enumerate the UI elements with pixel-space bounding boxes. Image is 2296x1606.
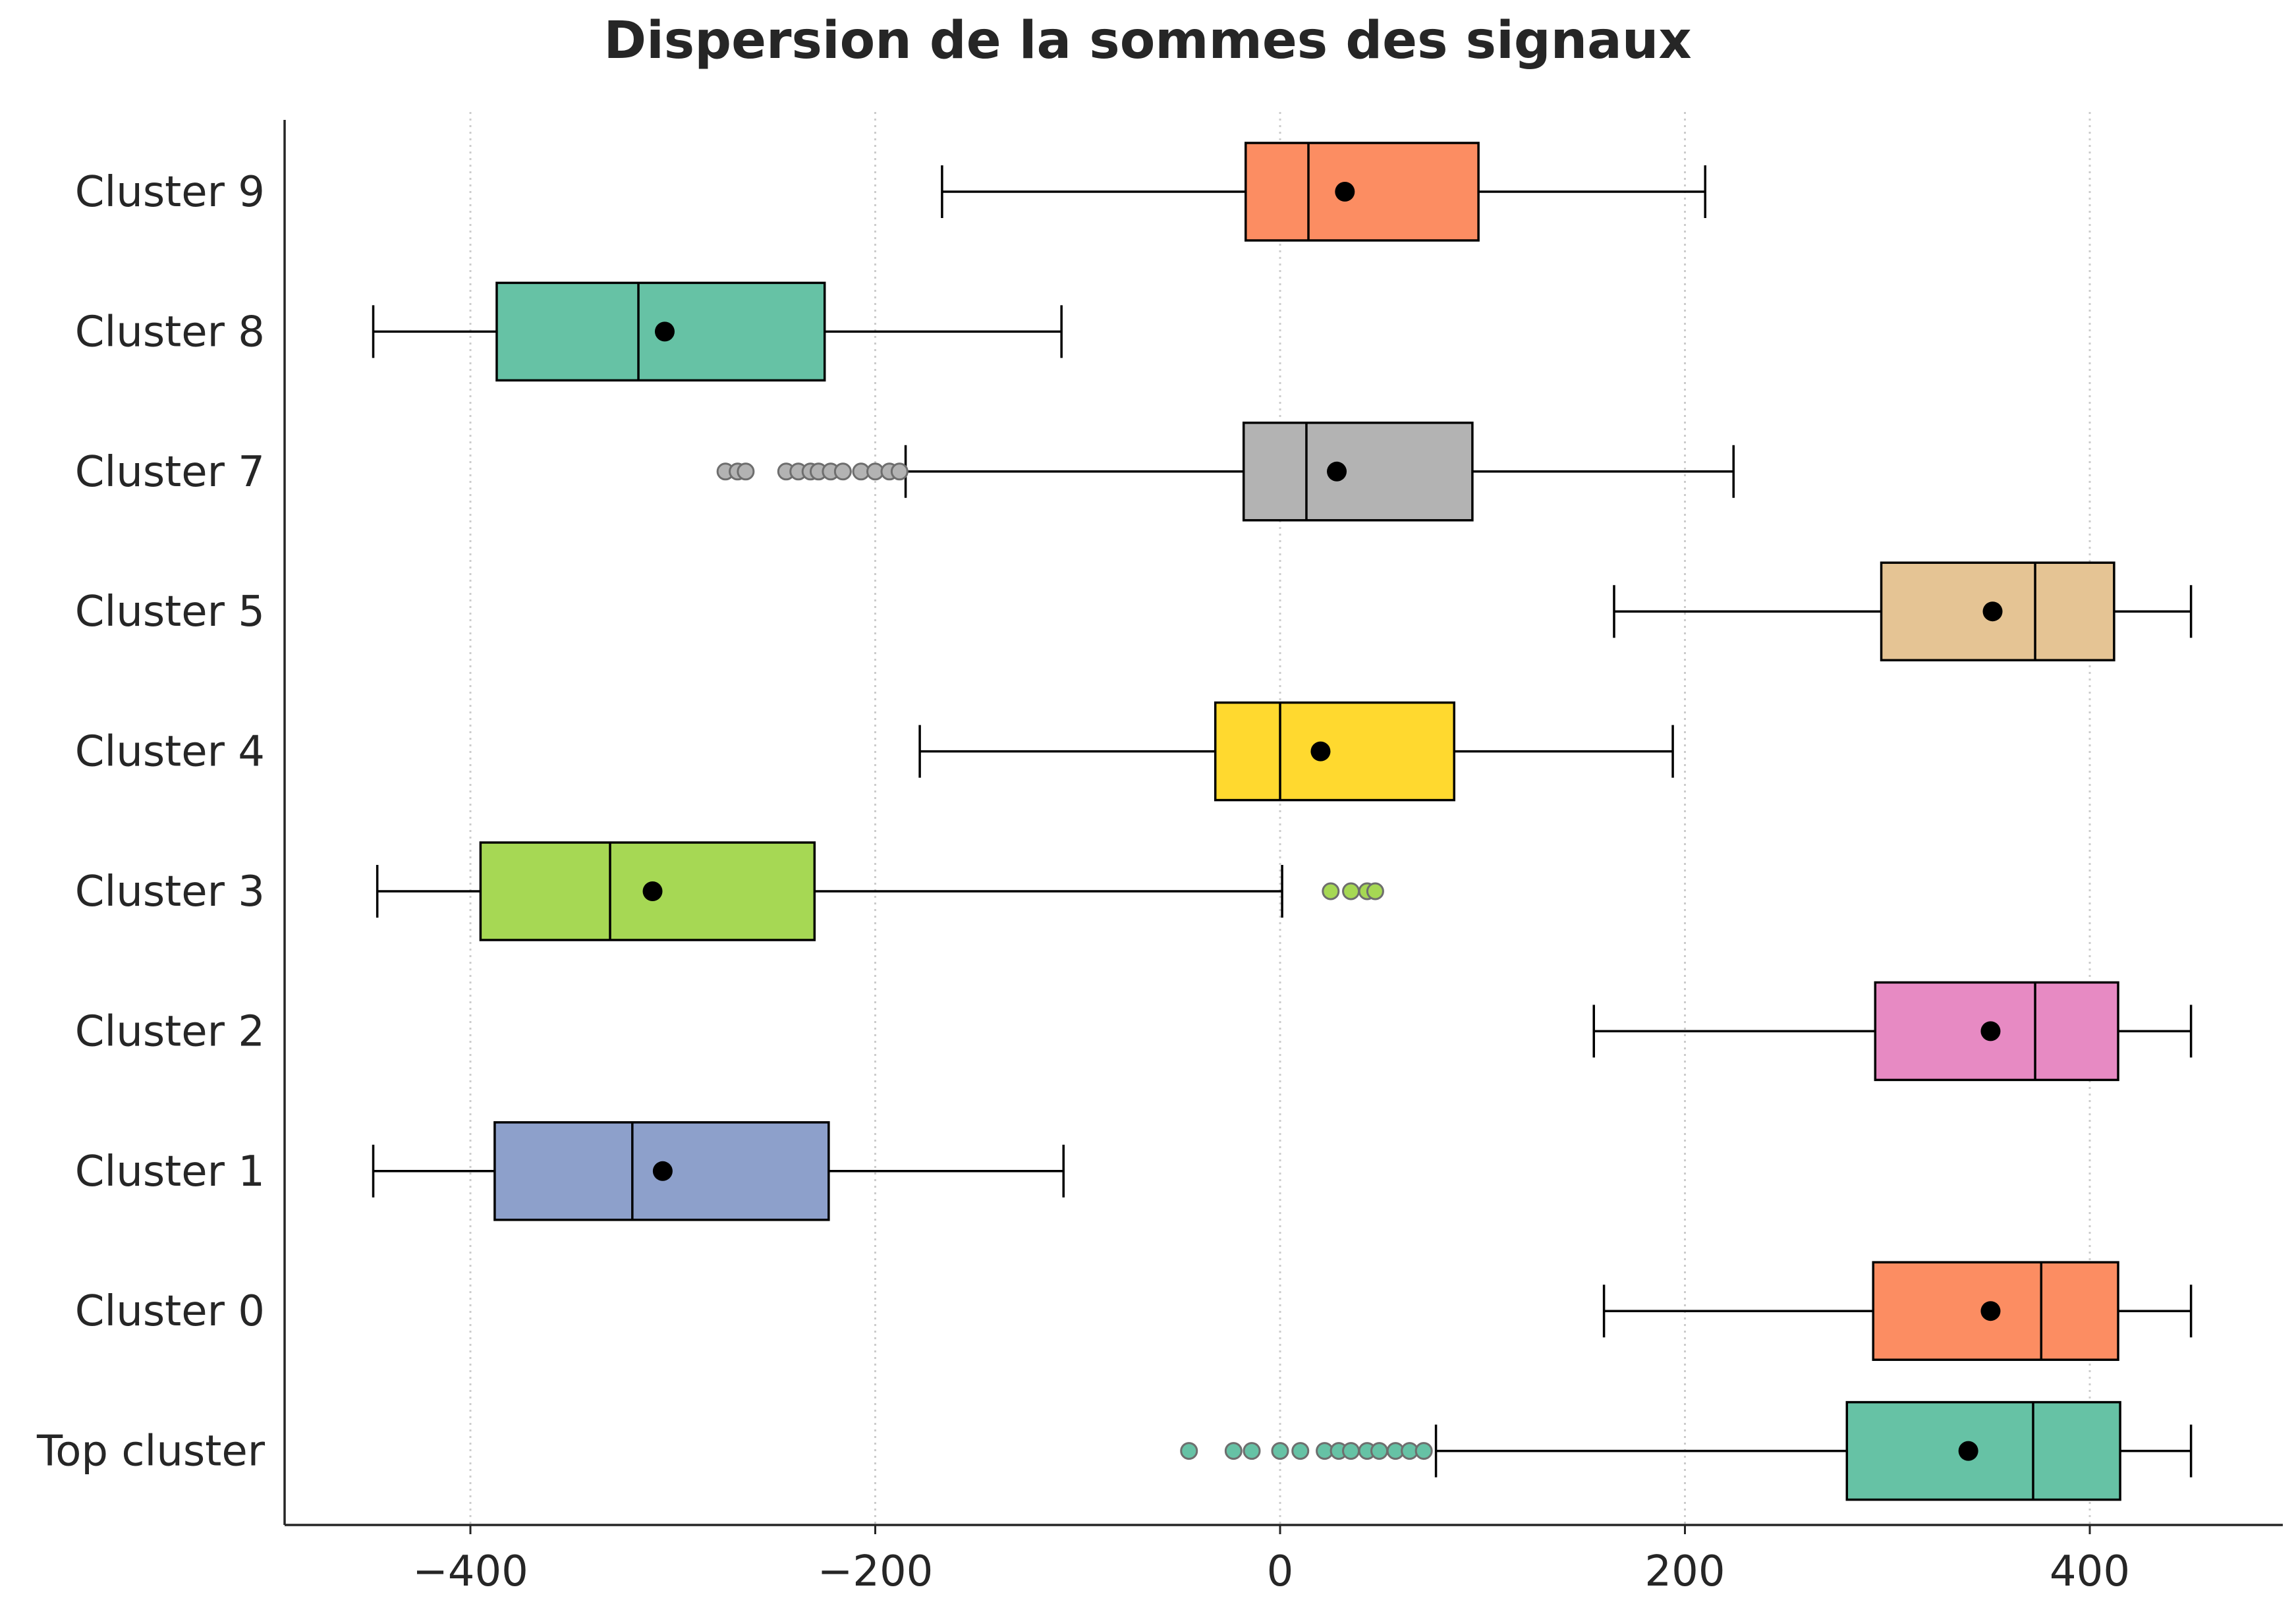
outlier-point bbox=[1366, 882, 1384, 900]
mean-marker bbox=[1310, 741, 1331, 761]
outlier-point bbox=[1342, 1442, 1360, 1460]
x-tick-label: 200 bbox=[1644, 1547, 1725, 1596]
mean-marker bbox=[1335, 182, 1355, 202]
outlier-point bbox=[1322, 882, 1340, 900]
box-group-9 bbox=[1602, 1261, 2193, 1361]
y-tick-label: Top cluster bbox=[36, 1427, 266, 1476]
y-tick-label: Cluster 9 bbox=[75, 168, 265, 217]
grid-layer bbox=[469, 112, 2091, 1525]
box-group-4 bbox=[1613, 561, 2193, 661]
mean-marker bbox=[1980, 1021, 2001, 1041]
y-tick-label: Cluster 1 bbox=[75, 1148, 265, 1196]
y-tick-label: Cluster 8 bbox=[75, 308, 265, 356]
chart-title: Dispersion de la sommes des signaux bbox=[603, 11, 1691, 70]
box-layer bbox=[372, 142, 2193, 1501]
box-group-5 bbox=[918, 701, 1674, 802]
x-tick-label: 400 bbox=[2050, 1547, 2130, 1596]
outlier-point bbox=[890, 462, 909, 481]
y-tick-label: Cluster 0 bbox=[75, 1287, 265, 1336]
outlier-point bbox=[737, 462, 755, 481]
outlier-point bbox=[1271, 1442, 1289, 1460]
y-tick-label: Cluster 4 bbox=[75, 728, 265, 777]
iqr-box bbox=[1242, 422, 1474, 522]
box-group-7 bbox=[1592, 981, 2193, 1082]
box-group-8 bbox=[372, 1121, 1065, 1221]
x-tick-label: −400 bbox=[412, 1547, 528, 1596]
outlier-point bbox=[1370, 1442, 1389, 1460]
mean-marker bbox=[652, 1161, 673, 1181]
x-tick-label: −200 bbox=[818, 1547, 934, 1596]
box-group-1 bbox=[941, 142, 1706, 242]
y-tick-label: Cluster 2 bbox=[75, 1007, 265, 1056]
iqr-box bbox=[1245, 142, 1480, 242]
axis-layer: Cluster 9 Cluster 8 Cluster 7 Cluster 5 Clus… bbox=[36, 120, 2283, 1596]
outlier-point bbox=[1180, 1442, 1198, 1460]
iqr-box bbox=[1845, 1400, 2121, 1501]
iqr-box bbox=[493, 1121, 830, 1221]
mean-marker bbox=[1982, 601, 2003, 622]
box-group-3 bbox=[716, 422, 1735, 522]
box-group-6 bbox=[376, 841, 1384, 941]
outlier-point bbox=[1243, 1442, 1261, 1460]
outlier-point bbox=[1414, 1442, 1433, 1460]
outlier-point bbox=[1342, 882, 1360, 900]
mean-marker bbox=[1958, 1441, 1978, 1461]
y-tick-label: Cluster 5 bbox=[75, 588, 265, 636]
iqr-box bbox=[1214, 701, 1455, 802]
x-tick-label: 0 bbox=[1267, 1547, 1294, 1596]
box-group-2 bbox=[372, 281, 1063, 382]
outlier-point bbox=[1224, 1442, 1243, 1460]
outlier-point bbox=[833, 462, 852, 481]
mean-marker bbox=[642, 881, 663, 901]
mean-marker bbox=[1980, 1301, 2001, 1321]
mean-marker bbox=[1327, 461, 1347, 482]
y-tick-label: Cluster 7 bbox=[75, 448, 265, 497]
mean-marker bbox=[654, 321, 675, 342]
y-tick-label: Cluster 3 bbox=[75, 868, 265, 916]
outlier-point bbox=[1291, 1442, 1310, 1460]
box-group-10 bbox=[1180, 1400, 2193, 1501]
